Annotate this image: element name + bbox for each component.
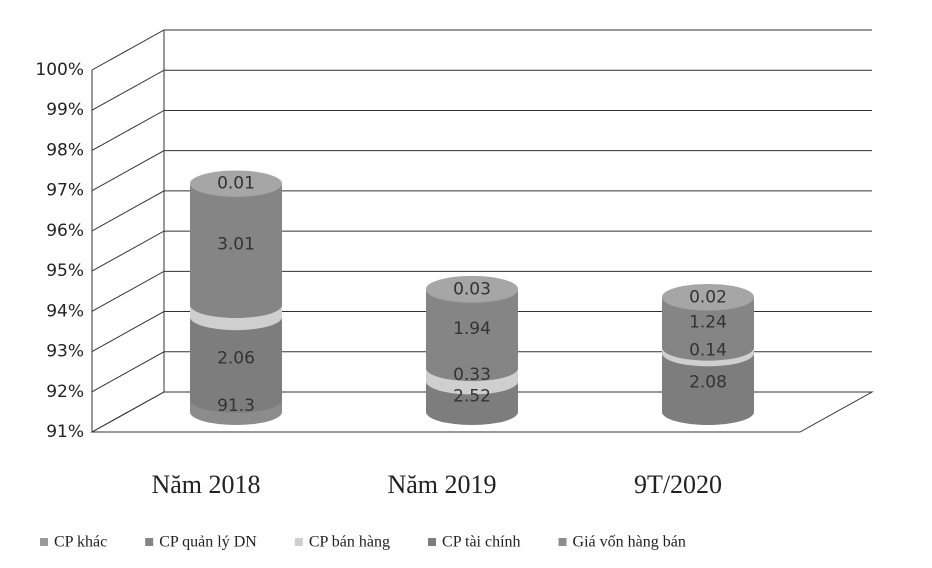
data-label: 91.3 — [217, 396, 255, 416]
y-tick-label: 91% — [46, 422, 84, 442]
y-tick-label: 97% — [46, 181, 84, 201]
grid-line — [91, 311, 872, 352]
legend-swatch — [40, 538, 48, 546]
x-tick-label: 9T/2020 — [634, 470, 722, 499]
y-tick-label: 100% — [35, 60, 84, 80]
grid-line — [91, 69, 872, 111]
legend-swatch — [145, 538, 154, 546]
data-label: 0.01 — [217, 174, 255, 194]
legend-swatch — [558, 538, 567, 546]
y-tick-label: 96% — [46, 221, 84, 241]
grid-line — [91, 150, 872, 192]
grid-line — [91, 109, 872, 151]
y-tick-label: 98% — [46, 140, 84, 160]
data-label: 3.01 — [217, 234, 255, 254]
cylinder-top — [426, 275, 518, 302]
legend-label: CP khác — [54, 534, 107, 551]
cylinder-segment — [190, 317, 282, 413]
cylinder-segment — [426, 290, 518, 382]
legend-label: CP tài chính — [442, 534, 521, 551]
grid-line — [91, 29, 872, 71]
data-label: 2.52 — [453, 387, 491, 407]
grid-line — [91, 391, 872, 433]
data-label: 1.94 — [453, 319, 491, 339]
y-tick-label: 93% — [46, 342, 84, 362]
x-tick-label: Năm 2018 — [151, 470, 260, 499]
legend-swatch — [294, 538, 303, 546]
cylinder-top — [190, 170, 282, 197]
y-tick-label: 94% — [46, 301, 84, 321]
x-tick-label: Năm 2019 — [387, 470, 496, 499]
y-tick-label: 92% — [46, 382, 84, 402]
grid-line — [91, 270, 872, 312]
legend-swatch — [428, 538, 437, 546]
grid-line — [91, 190, 872, 232]
cylinder-segment — [662, 353, 754, 425]
legend-label: Giá vốn hàng bán — [573, 534, 686, 551]
y-tick-label: 99% — [46, 100, 84, 120]
legend-label: CP bán hàng — [309, 534, 390, 551]
cylinder-segment — [662, 297, 754, 361]
grid-line — [91, 351, 872, 393]
cylinder-segment — [190, 183, 282, 319]
data-label: 0.03 — [453, 280, 491, 300]
data-label: 0.02 — [689, 287, 727, 307]
y-tick-label: 95% — [46, 261, 84, 281]
data-label: 2.06 — [217, 349, 255, 369]
data-label: 1.24 — [689, 313, 727, 333]
cylinder-top — [662, 283, 754, 310]
data-label: 0.33 — [453, 365, 491, 385]
data-label: 2.08 — [689, 373, 727, 393]
data-label: 0.14 — [689, 340, 727, 360]
legend-label: CP quản lý DN — [159, 534, 257, 551]
grid-line — [91, 230, 872, 272]
